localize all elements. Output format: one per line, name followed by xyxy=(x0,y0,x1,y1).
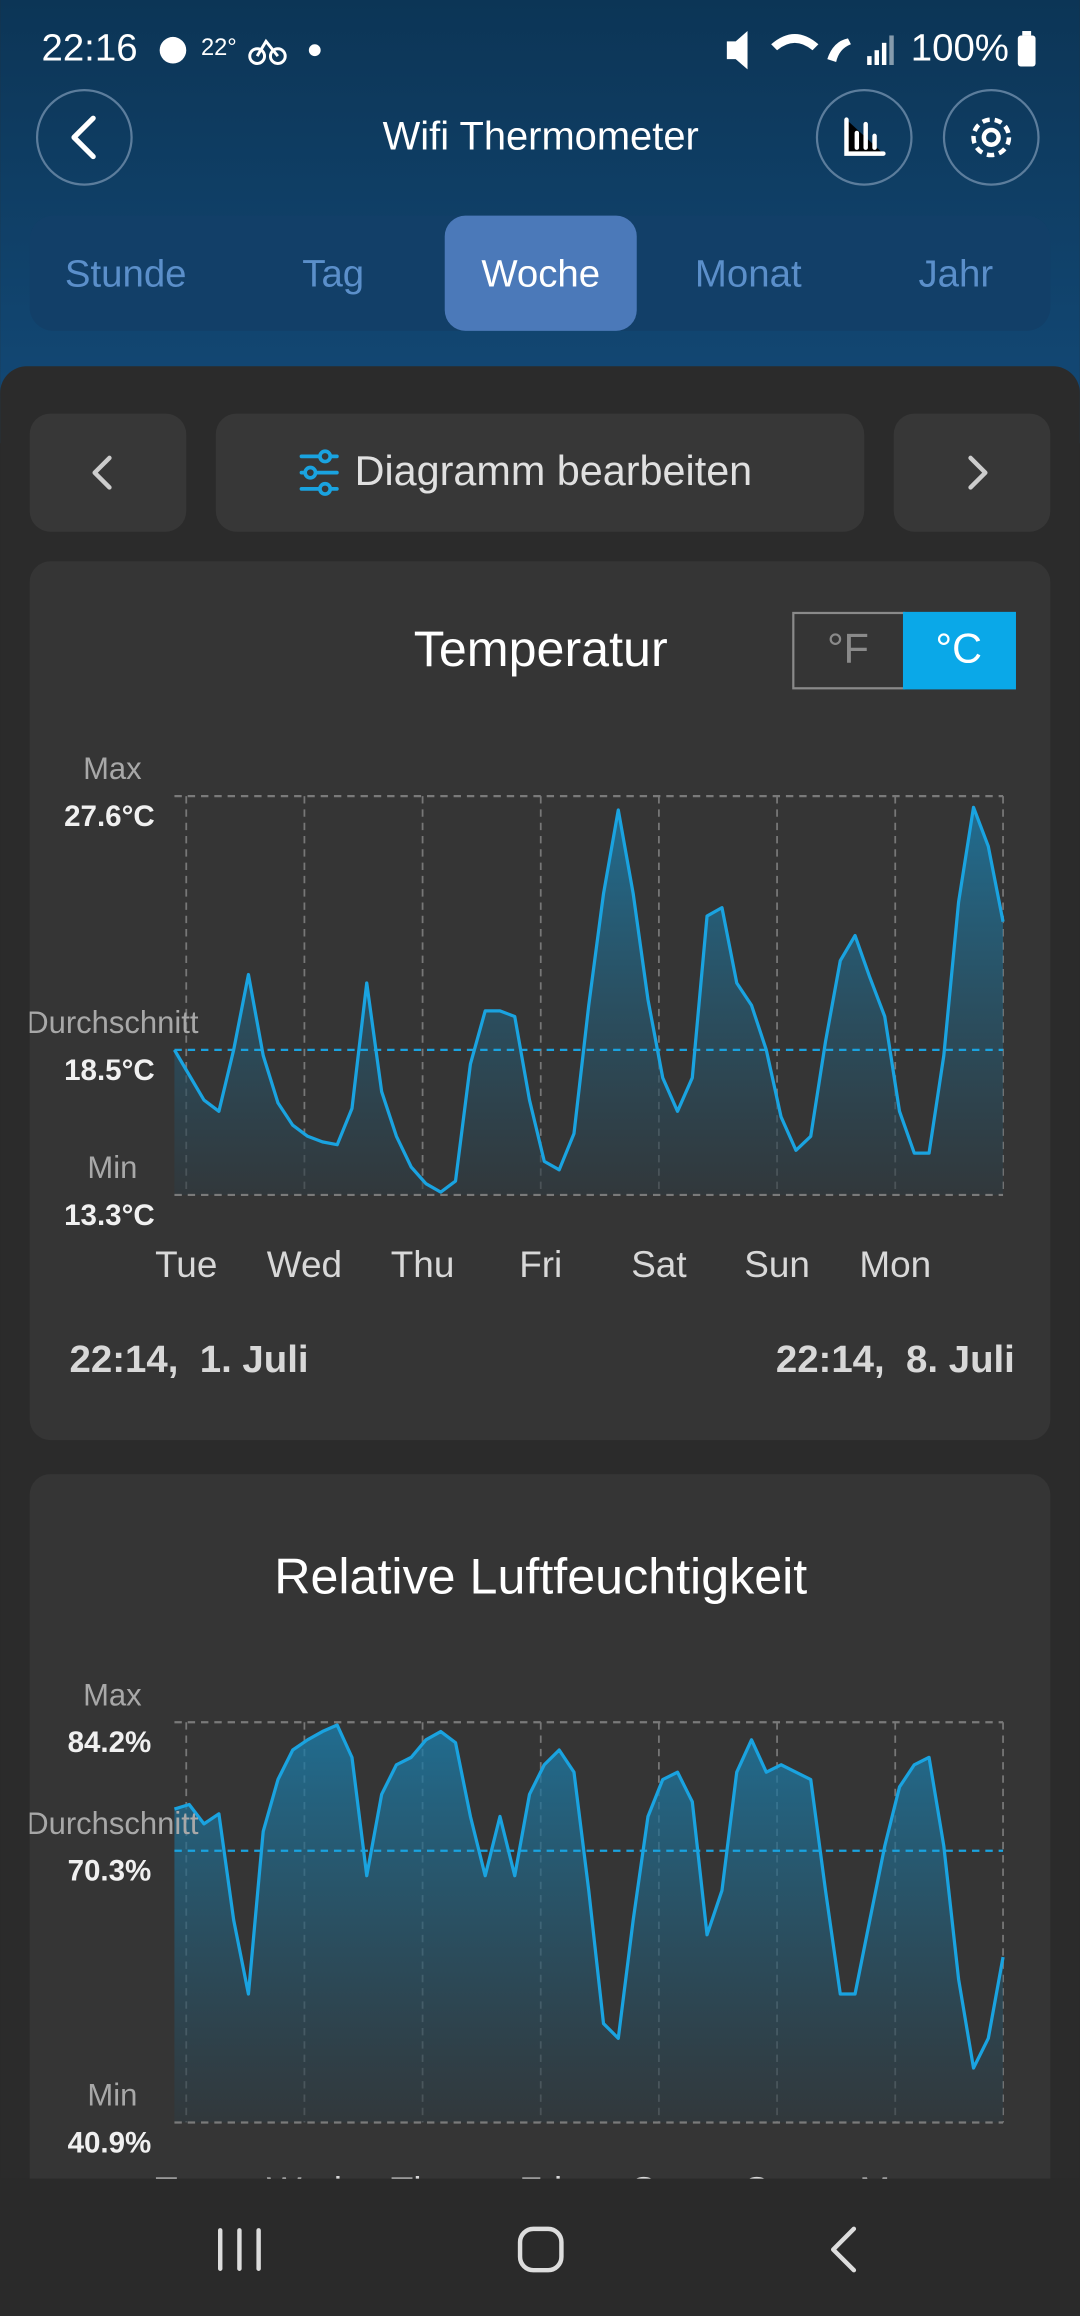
status-temperature: 22° xyxy=(201,35,237,61)
edit-chart-icon xyxy=(299,449,339,496)
x-tick-label: Sat xyxy=(631,1244,686,1285)
nav-back[interactable] xyxy=(830,2226,857,2273)
series-area xyxy=(174,807,1004,1195)
next-icon xyxy=(968,455,988,490)
reference-value: 84.2% xyxy=(68,1726,152,1759)
nav-recents[interactable] xyxy=(218,2228,261,2271)
x-tick-label: Sun xyxy=(744,1244,810,1285)
back-button[interactable] xyxy=(35,88,133,186)
reference-caption: Min xyxy=(87,1150,137,1185)
header-title: Wifi Thermometer xyxy=(383,114,699,158)
x-tick-label: Fri xyxy=(519,1244,562,1285)
chart-title: Relative Luftfeuchtigkeit xyxy=(274,1549,807,1605)
status-bike-icon xyxy=(248,38,287,65)
x-tick-label: Wed xyxy=(267,1244,342,1285)
previous-icon xyxy=(92,455,112,490)
x-tick-label: Mon xyxy=(859,1244,931,1285)
tab-label[interactable]: Stunde xyxy=(65,252,187,295)
unit-toggle-label: °C xyxy=(936,625,982,671)
navigation-bar xyxy=(0,2178,1080,2316)
tab-label[interactable]: Tag xyxy=(302,252,364,295)
status-dot xyxy=(308,44,321,57)
status-battery: 100% xyxy=(911,26,1009,69)
reference-value: 27.6°C xyxy=(64,800,155,833)
range-end: 22:14, 8. Juli xyxy=(776,1338,1015,1381)
reference-caption: Max xyxy=(83,1677,142,1712)
x-tick-label: Thu xyxy=(391,1244,455,1285)
next-button[interactable] xyxy=(893,413,1051,532)
chart-title: Temperatur xyxy=(414,621,668,677)
statistics-button[interactable] xyxy=(815,88,913,186)
reference-caption: Max xyxy=(83,751,142,786)
reference-caption: Durchschnitt xyxy=(26,1806,199,1841)
nav-home[interactable] xyxy=(517,2226,564,2273)
statistics-icon xyxy=(844,117,886,156)
range-start: 22:14, 1. Juli xyxy=(70,1338,309,1381)
status-time: 22:16 xyxy=(41,26,137,69)
reference-value: 18.5°C xyxy=(64,1054,155,1087)
tab-label[interactable]: Woche xyxy=(481,252,600,295)
unit-toggle-label: °F xyxy=(827,625,869,671)
unit-toggle-button[interactable] xyxy=(902,611,1016,690)
reference-value: 13.3°C xyxy=(64,1199,155,1232)
status-system-icons xyxy=(726,31,1036,70)
settings-button[interactable] xyxy=(942,88,1040,186)
reference-value: 40.9% xyxy=(68,2126,152,2159)
status-icon xyxy=(159,36,187,64)
series-line xyxy=(173,805,1005,1194)
reference-caption: Min xyxy=(87,2078,137,2113)
settings-icon xyxy=(971,117,1012,158)
tab-label[interactable]: Jahr xyxy=(918,252,993,295)
previous-button[interactable] xyxy=(29,413,187,532)
reference-value: 70.3% xyxy=(68,1855,152,1888)
edit-chart-label: Diagramm bearbeiten xyxy=(355,448,753,494)
tab-label[interactable]: Monat xyxy=(695,252,802,295)
tab-active-background xyxy=(444,215,637,331)
edit-chart-button[interactable] xyxy=(215,413,865,532)
x-tick-label: Tue xyxy=(155,1244,217,1285)
series-line xyxy=(173,1723,1005,2070)
reference-caption: Durchschnitt xyxy=(26,1005,199,1040)
series-area xyxy=(174,1725,1004,2123)
back-icon xyxy=(71,115,96,160)
